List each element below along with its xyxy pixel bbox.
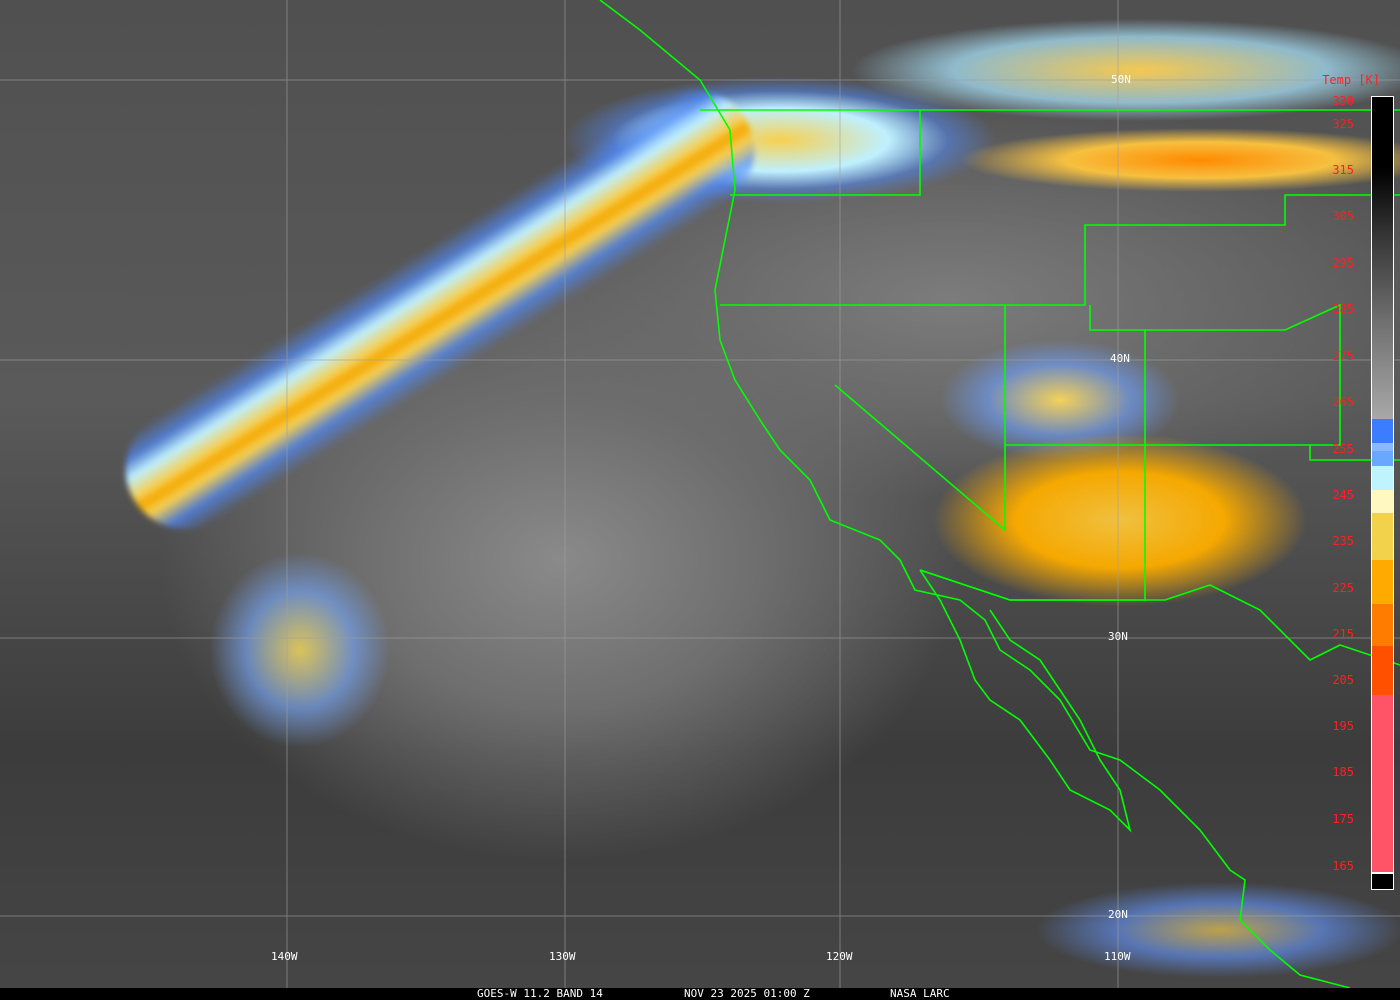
- colorbar-tick-330: 330: [1332, 94, 1354, 108]
- state-border-arizona-nm: [919, 330, 1146, 601]
- colorbar-tick-215: 215: [1332, 627, 1354, 641]
- colorbar-segment-pink: [1372, 695, 1393, 874]
- colorbar-tick-275: 275: [1332, 349, 1354, 363]
- caption-source: NASA LARC: [890, 987, 950, 1000]
- lon-label-110w: 110W: [1104, 950, 1131, 963]
- colorbar-tick-265: 265: [1332, 395, 1354, 409]
- colorbar-tick-235: 235: [1332, 534, 1354, 548]
- colorbar-segment-orange: [1372, 560, 1393, 604]
- colorbar-segment-dark-orange: [1372, 604, 1393, 646]
- colorbar-tick-245: 245: [1332, 488, 1354, 502]
- colorbar-tick-175: 175: [1332, 812, 1354, 826]
- colorbar-tick-305: 305: [1332, 209, 1354, 223]
- colorbar-segment-red-orange: [1372, 646, 1393, 695]
- baja-california: [919, 569, 1132, 833]
- colorbar-segment-bottom-black: [1372, 874, 1393, 889]
- lon-label-140w: 140W: [271, 950, 298, 963]
- colorbar-segment-pale-yellow: [1372, 490, 1393, 513]
- colorbar-tick-195: 195: [1332, 719, 1354, 733]
- colorbar-tick-285: 285: [1332, 302, 1354, 316]
- state-borders-north: [730, 110, 921, 196]
- colorbar-tick-255: 255: [1332, 442, 1354, 456]
- colorbar-tick-295: 295: [1332, 256, 1354, 270]
- lat-label-30n: 30N: [1108, 630, 1128, 643]
- colorbar-segment-mid-blue: [1372, 451, 1393, 466]
- colorbar-tick-225: 225: [1332, 581, 1354, 595]
- lat-label-20n: 20N: [1108, 908, 1128, 921]
- lat-label-40n: 40N: [1110, 352, 1130, 365]
- colorbar-tick-165: 165: [1332, 859, 1354, 873]
- lat-label-50n: 50N: [1111, 73, 1131, 86]
- temperature-colorbar: [1371, 96, 1394, 890]
- coastlines-and-borders: [599, 0, 1400, 989]
- colorbar-tick-325: 325: [1332, 117, 1354, 131]
- caption-datetime: NOV 23 2025 01:00 Z: [684, 987, 810, 1000]
- colorbar-tick-315: 315: [1332, 163, 1354, 177]
- colorbar-tick-205: 205: [1332, 673, 1354, 687]
- caption-instrument: GOES-W 11.2 BAND 14: [477, 987, 603, 1000]
- colorbar-segment-light-blue: [1372, 443, 1393, 451]
- caption-bar: GOES-W 11.2 BAND 14 NOV 23 2025 01:00 Z …: [0, 988, 1400, 1000]
- colorbar-segment-yellow: [1372, 513, 1393, 560]
- west-coastline: [599, 0, 1351, 989]
- state-border-utah-arizona: [1005, 303, 1341, 446]
- colorbar-segment-blue: [1372, 419, 1393, 443]
- state-border-east: [1309, 445, 1400, 461]
- lon-label-130w: 130W: [549, 950, 576, 963]
- colorbar-tick-185: 185: [1332, 765, 1354, 779]
- lon-label-120w: 120W: [826, 950, 853, 963]
- us-mexico-border: [919, 569, 1400, 666]
- colorbar-segment-black-gray: [1372, 97, 1393, 419]
- colorbar-title: Temp [K]: [1322, 73, 1380, 87]
- colorbar-segment-cyan: [1372, 466, 1393, 490]
- state-border-nevada: [834, 305, 1006, 532]
- state-border-oregon-california: [720, 194, 1400, 306]
